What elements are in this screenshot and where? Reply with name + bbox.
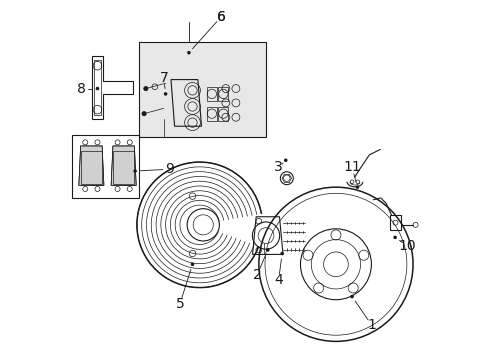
Circle shape [142, 112, 146, 116]
Polygon shape [79, 146, 104, 185]
Circle shape [96, 87, 99, 90]
Polygon shape [111, 146, 136, 185]
Circle shape [265, 248, 269, 252]
Text: 1: 1 [366, 318, 375, 332]
Circle shape [143, 86, 148, 91]
Bar [113, 151, 134, 184]
Text: 8: 8 [77, 82, 85, 95]
Circle shape [355, 185, 359, 189]
Circle shape [187, 51, 190, 54]
Text: 6: 6 [216, 10, 225, 24]
Circle shape [349, 295, 353, 298]
Bar [206, 87, 217, 101]
Bar [389, 215, 400, 230]
Circle shape [280, 252, 284, 255]
Bar [72, 135, 139, 198]
Text: 7: 7 [159, 71, 168, 85]
Circle shape [392, 235, 396, 239]
Bar [139, 42, 265, 137]
Circle shape [163, 92, 167, 96]
Circle shape [284, 158, 287, 162]
Bar [218, 87, 228, 101]
Bar [218, 107, 228, 121]
Bar [206, 107, 217, 121]
Text: 9: 9 [164, 162, 173, 176]
Circle shape [133, 169, 137, 173]
Text: 10: 10 [398, 239, 416, 253]
Bar [81, 151, 102, 184]
Circle shape [190, 262, 194, 266]
Text: 11: 11 [343, 161, 360, 175]
Text: 5: 5 [175, 297, 184, 311]
Text: 3: 3 [274, 161, 283, 175]
Text: 2: 2 [252, 268, 261, 282]
Text: 4: 4 [274, 273, 283, 287]
Text: 6: 6 [216, 10, 225, 24]
